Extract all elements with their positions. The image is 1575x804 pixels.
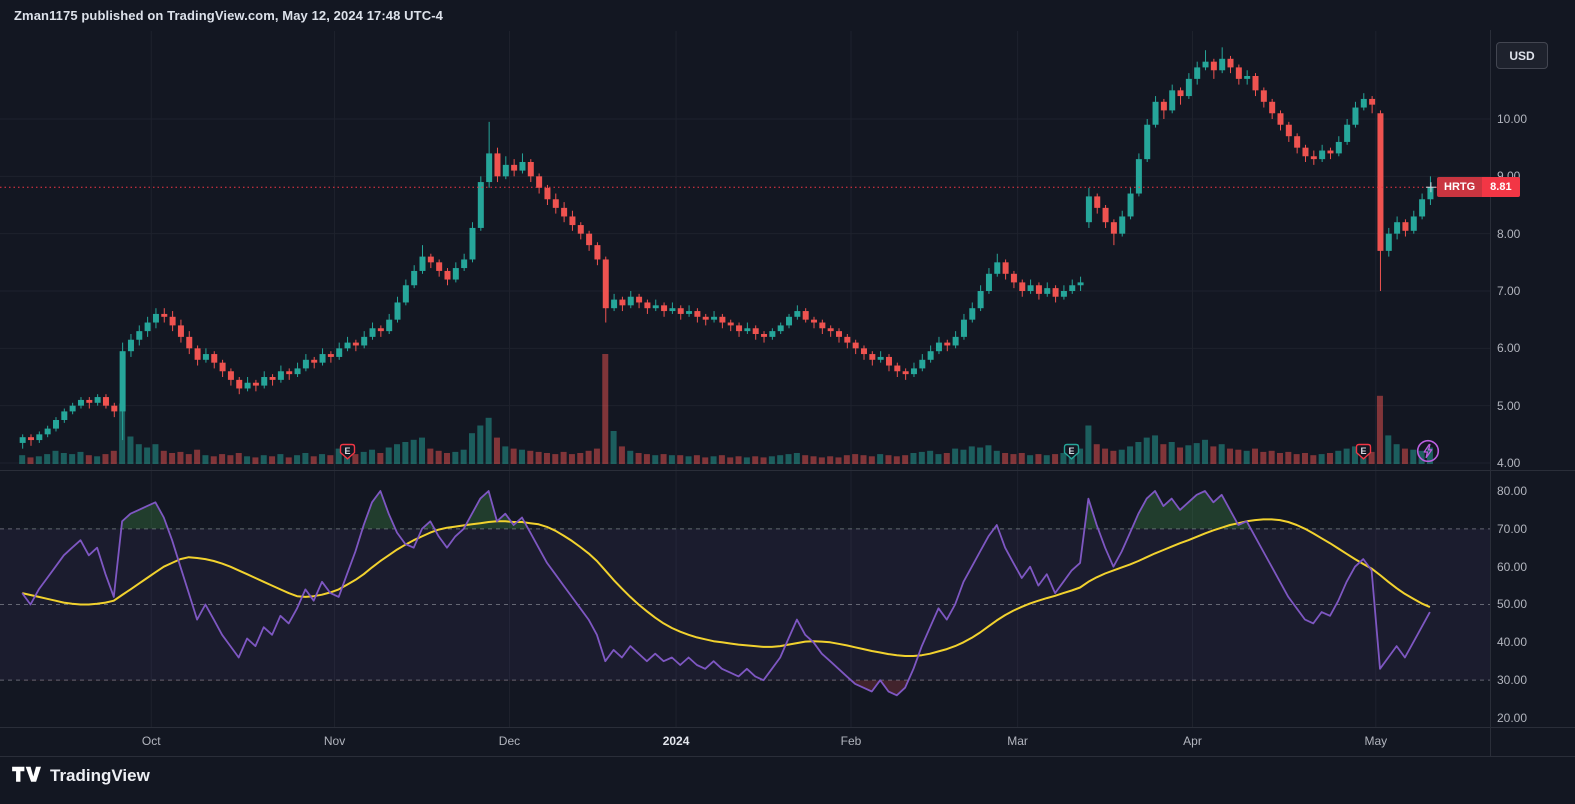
last-price-value: 8.81	[1482, 177, 1520, 197]
svg-text:E: E	[344, 446, 350, 456]
last-price-label: HRTG 8.81	[1437, 177, 1520, 197]
earnings-icon[interactable]: E	[339, 443, 356, 461]
attribution-text: Zman1175 published on TradingView.com, M…	[14, 7, 443, 23]
tradingview-wordmark: TradingView	[50, 765, 150, 785]
svg-text:E: E	[1069, 446, 1075, 456]
flash-icon[interactable]	[1415, 438, 1441, 464]
ticker-label: HRTG	[1437, 177, 1483, 197]
attribution-bar: Zman1175 published on TradingView.com, M…	[0, 0, 1575, 30]
tradingview-logo-mark	[12, 766, 41, 782]
svg-text:E: E	[1360, 446, 1366, 456]
candlestick-rsi-chart[interactable]	[0, 0, 1575, 757]
earnings-icon[interactable]: E	[1355, 443, 1372, 461]
footer: TradingView	[0, 757, 1575, 804]
currency-badge[interactable]: USD	[1496, 42, 1548, 69]
earnings-icon[interactable]: E	[1063, 443, 1080, 461]
tradingview-logo[interactable]: TradingView	[12, 765, 150, 786]
